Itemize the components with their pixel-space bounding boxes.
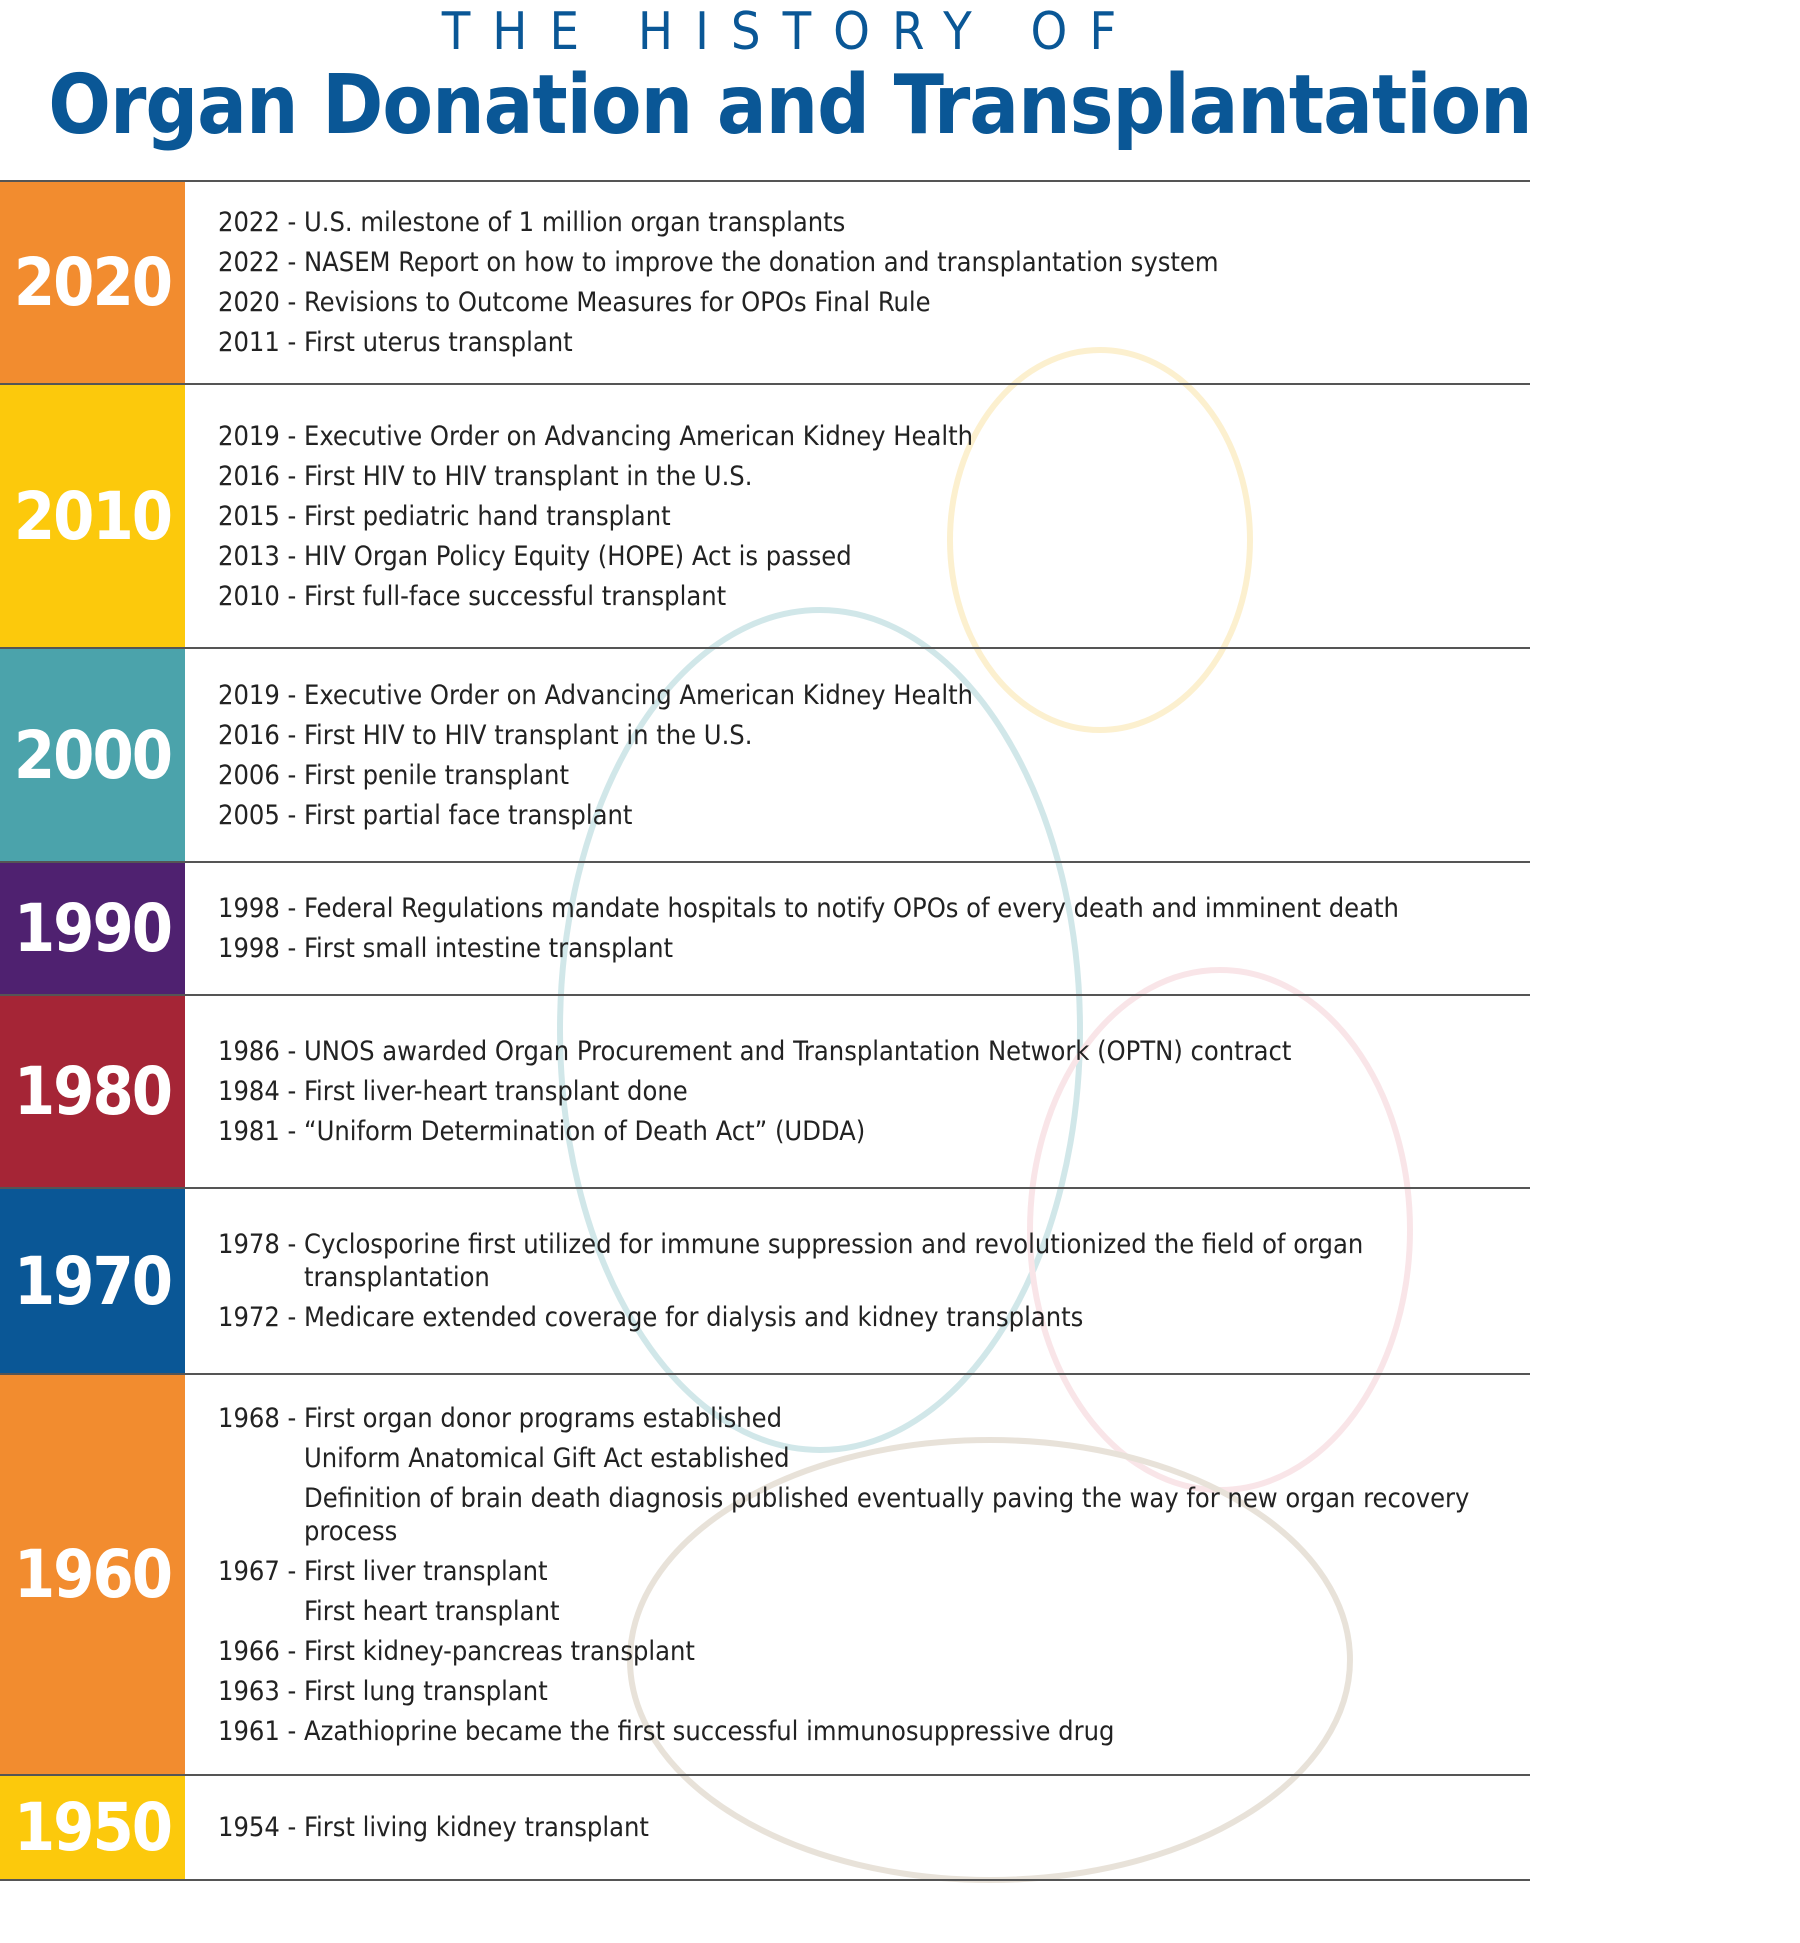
event-year: 2020 - [218, 287, 297, 318]
decade-row: 2020 2022 - U.S. milestone of 1 million or… [0, 182, 1530, 385]
kicker: THE HISTORY OF [441, 2, 1139, 62]
event-year: 2015 - [218, 500, 297, 532]
event-text: First living kidney transplant [304, 1812, 649, 1843]
event-list: 2019 - Executive Order on Advancing Ameri… [0, 385, 1530, 647]
event-year: 2019 - [218, 420, 297, 452]
event-year: 1984 - [218, 1076, 297, 1107]
event-text: First liver-heart transplant done [304, 1076, 688, 1107]
event-year: 2022 - [218, 207, 297, 238]
event-text: First penile transplant [304, 759, 569, 791]
event-text: Revisions to Outcome Measures for OPOs F… [304, 287, 931, 318]
event-year: 2013 - [218, 540, 297, 572]
event-year: 2016 - [218, 719, 297, 751]
event-text: First pediatric hand transplant [304, 500, 671, 532]
event-year: 1986 - [218, 1036, 297, 1067]
decade-row: 2000 2019 - Executive Order on Advancing A… [0, 649, 1530, 863]
event-list: 2022 - U.S. milestone of 1 million organ … [0, 182, 1530, 383]
decade-label: 1980 [0, 996, 185, 1187]
event-text: First HIV to HIV transplant in the U.S. [304, 719, 753, 751]
event-year: 1968 - [218, 1402, 297, 1434]
event-text: Medicare extended coverage for dialysis … [304, 1302, 1084, 1333]
event-text: First liver transplant [304, 1555, 548, 1587]
event-year: 2006 - [218, 759, 297, 791]
event-list: 1986 - UNOS awarded Organ Procurement and… [0, 996, 1530, 1187]
event-text: First lung transplant [304, 1675, 548, 1707]
event-text: First small intestine transplant [304, 933, 674, 964]
event-text: First kidney-pancreas transplant [304, 1635, 695, 1667]
event-text: Executive Order on Advancing American Ki… [304, 679, 974, 711]
decade-label: 1960 [0, 1375, 185, 1774]
event-year: 2010 - [218, 580, 297, 612]
event-year: 1981 - [218, 1116, 297, 1147]
event-list: 2019 - Executive Order on Advancing Ameri… [0, 649, 1530, 861]
event-year: 2005 - [218, 799, 297, 831]
event-list: 1998 - Federal Regulations mandate hospit… [0, 863, 1530, 994]
event-year: 1966 - [218, 1635, 297, 1667]
title: Organ Donation and Transplantation [48, 58, 1532, 153]
event-text: Cyclosporine first utilized for immune s… [304, 1229, 1364, 1293]
event-year: 1998 - [218, 893, 297, 924]
event-list: 1968 - First organ donor programs establi… [0, 1375, 1530, 1774]
event-text: First HIV to HIV transplant in the U.S. [304, 460, 753, 492]
event-text: Federal Regulations mandate hospitals to… [304, 893, 1399, 924]
decade-row: 1980 1986 - UNOS awarded Organ Procurement… [0, 996, 1530, 1189]
event-year: 1963 - [218, 1675, 297, 1707]
event-text: First uterus transplant [304, 327, 573, 358]
event-year: 1954 - [218, 1812, 297, 1843]
event-text: First partial face transplant [304, 799, 633, 831]
decade-label: 1990 [0, 863, 185, 994]
event-year: 1967 - [218, 1555, 297, 1587]
timeline: 2020 2022 - U.S. milestone of 1 million or… [0, 180, 1530, 1881]
event-text: Definition of brain death diagnosis publ… [304, 1482, 1470, 1547]
event-text: HIV Organ Policy Equity (HOPE) Act is pa… [304, 540, 852, 572]
event-text: First organ donor programs established [304, 1402, 782, 1434]
event-list: 1954 - First living kidney transplant [0, 1776, 1530, 1879]
event-text: NASEM Report on how to improve the donat… [304, 247, 1219, 278]
decade-row: 1960 1968 - First organ donor programs est… [0, 1375, 1530, 1776]
event-year: 2011 - [218, 327, 297, 358]
decade-label: 2020 [0, 182, 185, 383]
event-text: Uniform Anatomical Gift Act established [304, 1442, 790, 1474]
event-year: 1972 - [218, 1302, 297, 1333]
event-year: 2022 - [218, 247, 297, 278]
decade-row: 1970 1978 - Cyclosporine first utilized fo… [0, 1189, 1530, 1375]
event-year: 1998 - [218, 933, 297, 964]
event-text: First heart transplant [304, 1595, 560, 1627]
event-text: Azathioprine became the first successful… [304, 1715, 1115, 1747]
event-year: 1961 - [218, 1715, 297, 1747]
event-year: 2016 - [218, 460, 297, 492]
event-text: “Uniform Determination of Death Act” (UD… [304, 1116, 866, 1147]
decade-row: 1950 1954 - First living kidney transplant [0, 1776, 1530, 1881]
event-year: 1978 - [218, 1229, 297, 1260]
decade-row: 1990 1998 - Federal Regulations mandate ho… [0, 863, 1530, 996]
event-list: 1978 - Cyclosporine first utilized for im… [0, 1189, 1530, 1373]
decade-row: 2010 2019 - Executive Order on Advancing A… [0, 385, 1530, 649]
event-text: Executive Order on Advancing American Ki… [304, 420, 974, 452]
event-year: 2019 - [218, 679, 297, 711]
event-text: First full-face successful transplant [304, 580, 727, 612]
decade-label: 1970 [0, 1189, 185, 1373]
decade-label: 2000 [0, 649, 185, 861]
decade-label: 1950 [0, 1776, 185, 1879]
event-text: UNOS awarded Organ Procurement and Trans… [304, 1036, 1292, 1067]
event-text: U.S. milestone of 1 million organ transp… [304, 207, 846, 238]
decade-label: 2010 [0, 385, 185, 647]
